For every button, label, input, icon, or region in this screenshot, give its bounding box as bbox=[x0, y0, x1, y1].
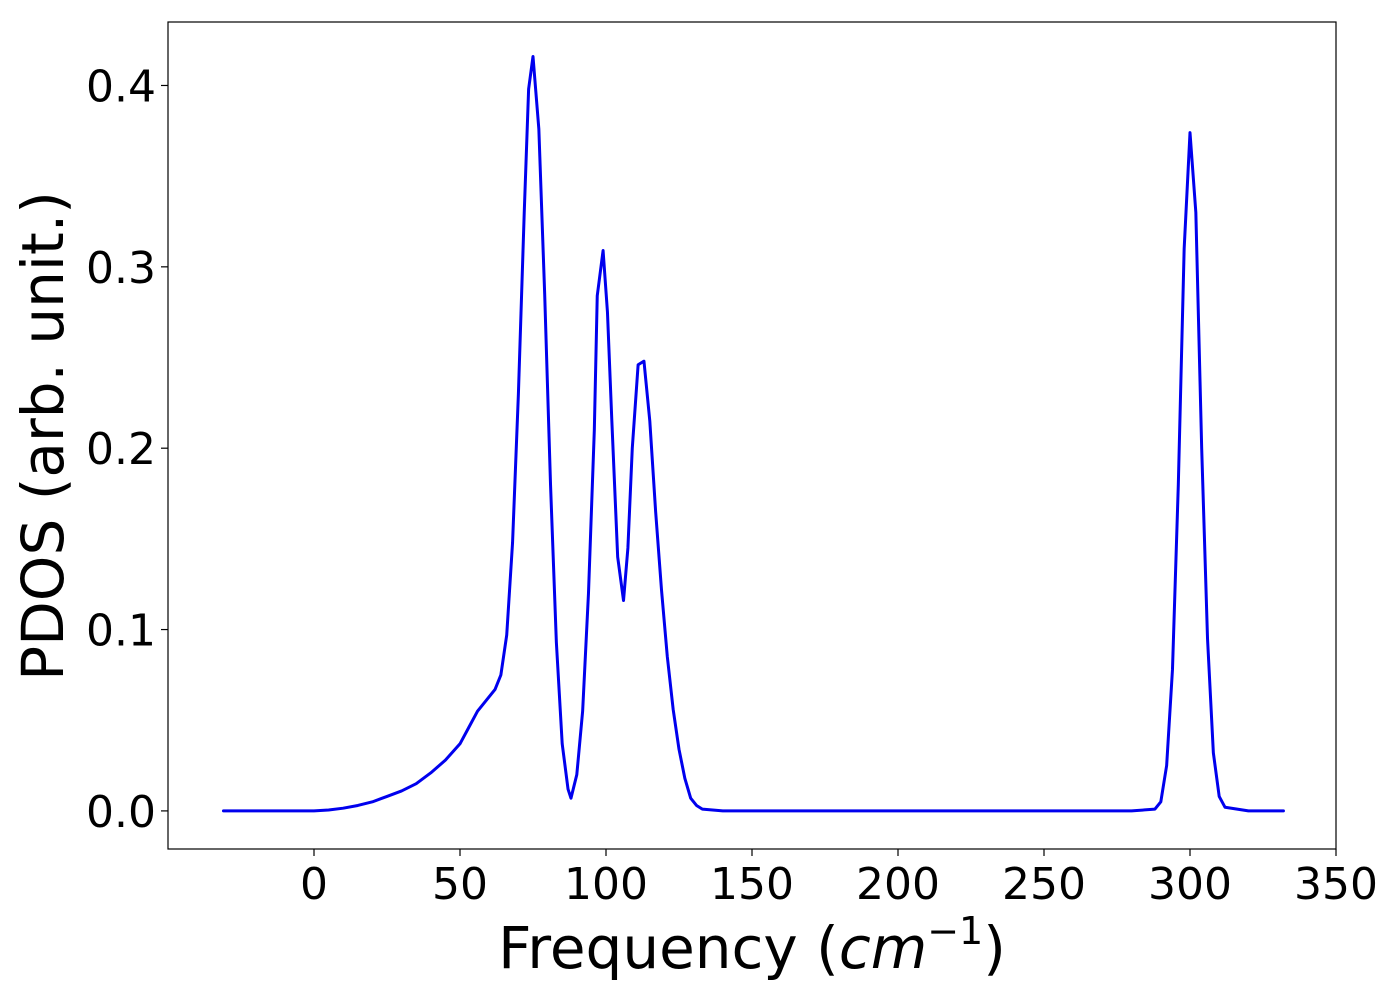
y-axis-label: PDOS (arb. unit.) bbox=[9, 191, 77, 681]
y-tick-label: 0.4 bbox=[86, 61, 156, 112]
x-axis-ticks: 0 50 100 150 200 250 300 350 bbox=[300, 849, 1378, 910]
x-tick-label: 350 bbox=[1294, 859, 1378, 910]
x-tick-label: 250 bbox=[1002, 859, 1086, 910]
x-tick-label: 50 bbox=[432, 859, 488, 910]
x-axis-label-unit: cm bbox=[839, 914, 927, 982]
plot-frame bbox=[167, 21, 1337, 850]
plot-layer bbox=[221, 54, 1285, 813]
x-tick-label: 300 bbox=[1148, 859, 1232, 910]
pdos-series-line bbox=[221, 54, 1285, 813]
y-tick-label: 0.3 bbox=[86, 243, 156, 294]
x-axis-label: Frequency (cm−1) bbox=[498, 909, 1006, 982]
x-axis-label-exponent: −1 bbox=[927, 909, 983, 953]
x-tick-label: 200 bbox=[856, 859, 940, 910]
x-tick-label: 100 bbox=[564, 859, 648, 910]
y-axis-ticks: 0.0 0.1 0.2 0.3 0.4 bbox=[86, 61, 168, 838]
x-axis-label-suffix: ) bbox=[983, 914, 1006, 982]
x-axis-label-text: Frequency ( bbox=[498, 914, 839, 982]
y-tick-label: 0.2 bbox=[86, 424, 156, 475]
x-tick-label: 150 bbox=[710, 859, 794, 910]
x-tick-label: 0 bbox=[300, 859, 328, 910]
y-tick-label: 0.0 bbox=[86, 787, 156, 838]
y-tick-label: 0.1 bbox=[86, 606, 156, 657]
